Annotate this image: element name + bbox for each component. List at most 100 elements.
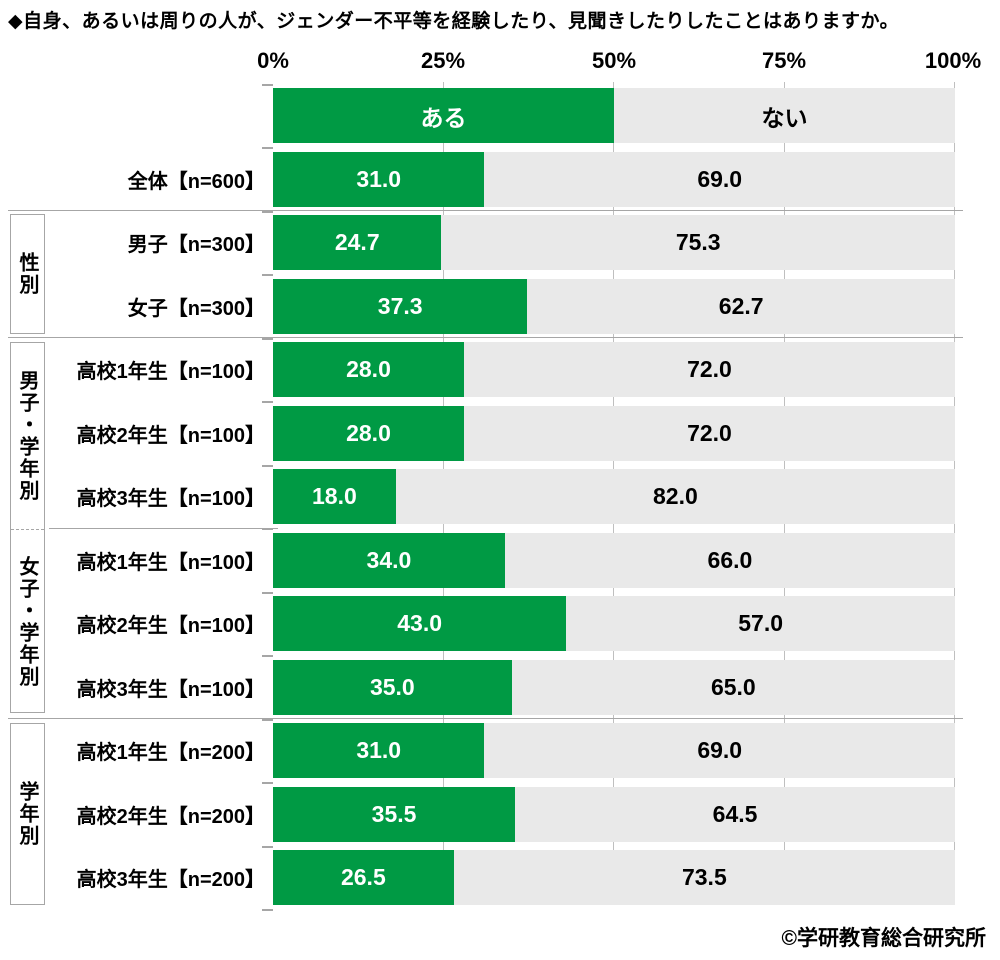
group-separator — [8, 337, 963, 338]
bar-row-danshi-3nen: 高校3年生【n=100】 18.0 82.0 — [0, 469, 1000, 524]
row-label: 高校2年生【n=100】 — [76, 615, 265, 637]
group-box-dashed-divider — [11, 529, 44, 530]
bar-value-aru: 31.0 — [356, 737, 402, 763]
bar-segment-nai: 72.0 — [463, 406, 955, 461]
category-axis-tick — [262, 337, 273, 340]
bar-segment-nai: 69.0 — [484, 152, 955, 207]
row-label: 高校3年生【n=200】 — [76, 869, 265, 891]
bar-row-gakunen-1nen: 高校1年生【n=200】 31.0 69.0 — [0, 723, 1000, 778]
bar-value-nai: 66.0 — [707, 547, 753, 573]
stacked-bar: 31.0 69.0 — [273, 723, 955, 778]
category-axis-tick — [262, 909, 273, 911]
bar-segment-aru: 28.0 — [273, 342, 464, 397]
bar-segment-nai: 65.0 — [511, 660, 955, 715]
category-axis-tick — [262, 845, 273, 848]
bar-row-joshi-3nen: 高校3年生【n=100】 35.0 65.0 — [0, 660, 1000, 715]
stacked-bar: 35.0 65.0 — [273, 660, 955, 715]
bar-segment-nai: 75.3 — [441, 215, 955, 270]
row-label: 男子【n=300】 — [127, 234, 265, 256]
group-label: 男子・学年別 — [16, 370, 38, 502]
category-axis-tick — [262, 655, 273, 657]
bar-value-aru: 34.0 — [366, 547, 412, 573]
category-axis-tick — [262, 401, 273, 403]
bar-segment-aru: 31.0 — [273, 152, 485, 207]
bar-row-danshi-2nen: 高校2年生【n=100】 28.0 72.0 — [0, 406, 1000, 461]
bar-segment-nai: 64.5 — [515, 787, 955, 842]
category-axis-tick — [262, 147, 273, 149]
copyright-text: ©学研教育総合研究所 — [781, 927, 986, 950]
bar-value-nai: 65.0 — [710, 674, 756, 700]
bar-segment-aru: 43.0 — [273, 596, 567, 651]
bar-row-zentai: 全体【n=600】 31.0 69.0 — [0, 152, 1000, 207]
bar-segment-nai: 66.0 — [504, 533, 955, 588]
axis-tick-label-75: 75% — [761, 48, 807, 73]
bar-value-nai: 72.0 — [687, 356, 732, 382]
bar-value-nai: 69.0 — [697, 737, 743, 763]
bar-segment-aru: 37.3 — [273, 279, 528, 334]
bar-value-aru: 18.0 — [311, 483, 357, 509]
bar-value-nai: 75.3 — [675, 229, 721, 255]
stacked-bar: 26.5 73.5 — [273, 850, 955, 905]
axis-tick-label-100: 100% — [924, 48, 982, 73]
bar-value-aru: 37.3 — [377, 293, 423, 319]
bar-segment-nai: 73.5 — [453, 850, 955, 905]
bar-segment-aru: 35.0 — [273, 660, 512, 715]
category-axis-tick — [262, 210, 273, 213]
bar-value-nai: 57.0 — [738, 610, 783, 636]
axis-tick-label-0: 0% — [257, 48, 289, 73]
bar-segment-aru: 26.5 — [273, 850, 454, 905]
category-axis-tick — [262, 464, 273, 467]
bar-segment-aru: 18.0 — [273, 469, 396, 524]
bar-value-aru: 26.5 — [340, 864, 386, 890]
row-label: 高校1年生【n=100】 — [76, 552, 265, 574]
group-label: 女子・学年別 — [16, 555, 38, 688]
bar-value-aru: 35.5 — [371, 801, 417, 827]
bar-segment-nai: 62.7 — [527, 279, 955, 334]
category-axis-tick — [262, 782, 273, 784]
stacked-bar: 28.0 72.0 — [273, 406, 955, 461]
bar-value-aru: 43.0 — [397, 610, 442, 636]
bar-row-joshi: 女子【n=300】 37.3 62.7 — [0, 279, 1000, 334]
bar-segment-nai: 72.0 — [463, 342, 955, 397]
category-axis-tick — [262, 274, 273, 276]
bar-row-joshi-2nen: 高校2年生【n=100】 43.0 57.0 — [0, 596, 1000, 651]
axis-tick-label-25: 25% — [420, 48, 466, 73]
stacked-bar: 35.5 64.5 — [273, 787, 955, 842]
stacked-bar: 34.0 66.0 — [273, 533, 955, 588]
bar-value-nai: 62.7 — [718, 293, 764, 319]
bar-value-nai: 64.5 — [712, 801, 758, 827]
legend-segment-aru: ある — [273, 88, 614, 143]
bar-value-nai: 82.0 — [652, 483, 698, 509]
group-box-gakunen: 学年別 — [10, 723, 45, 905]
bar-row-joshi-1nen: 高校1年生【n=100】 34.0 66.0 — [0, 533, 1000, 588]
legend-label-aru: ある — [420, 104, 467, 131]
row-label: 全体【n=600】 — [127, 171, 265, 193]
bar-row-danshi-1nen: 高校1年生【n=100】 28.0 72.0 — [0, 342, 1000, 397]
category-axis-tick — [262, 718, 273, 721]
bar-row-danshi: 男子【n=300】 24.7 75.3 — [0, 215, 1000, 270]
group-separator — [8, 210, 963, 211]
category-axis-tick — [262, 528, 273, 530]
stacked-bar: 37.3 62.7 — [273, 279, 955, 334]
bar-segment-nai: 57.0 — [566, 596, 955, 651]
bar-value-aru: 28.0 — [346, 420, 391, 446]
bar-row-gakunen-3nen: 高校3年生【n=200】 26.5 73.5 — [0, 850, 1000, 905]
legend-row: ある ない — [0, 88, 1000, 143]
stacked-bar: 43.0 57.0 — [273, 596, 955, 651]
stacked-bar: 18.0 82.0 — [273, 469, 955, 524]
bar-value-nai: 72.0 — [687, 420, 732, 446]
legend-segment-nai: ない — [614, 88, 955, 143]
stacked-bar: 28.0 72.0 — [273, 342, 955, 397]
group-separator-dashed-region — [49, 528, 278, 529]
bar-value-aru: 31.0 — [356, 166, 402, 192]
group-box-gakunen-by-sex: 男子・学年別 女子・学年別 — [10, 342, 45, 713]
bar-segment-aru: 35.5 — [273, 787, 516, 842]
row-label: 高校1年生【n=200】 — [76, 742, 265, 764]
group-label: 学年別 — [16, 781, 38, 847]
bar-segment-aru: 24.7 — [273, 215, 442, 270]
row-label: 高校2年生【n=200】 — [76, 806, 265, 828]
bar-segment-nai: 82.0 — [395, 469, 955, 524]
group-separator — [8, 718, 963, 719]
legend-bar: ある ない — [273, 88, 955, 143]
bar-value-nai: 69.0 — [697, 166, 743, 192]
